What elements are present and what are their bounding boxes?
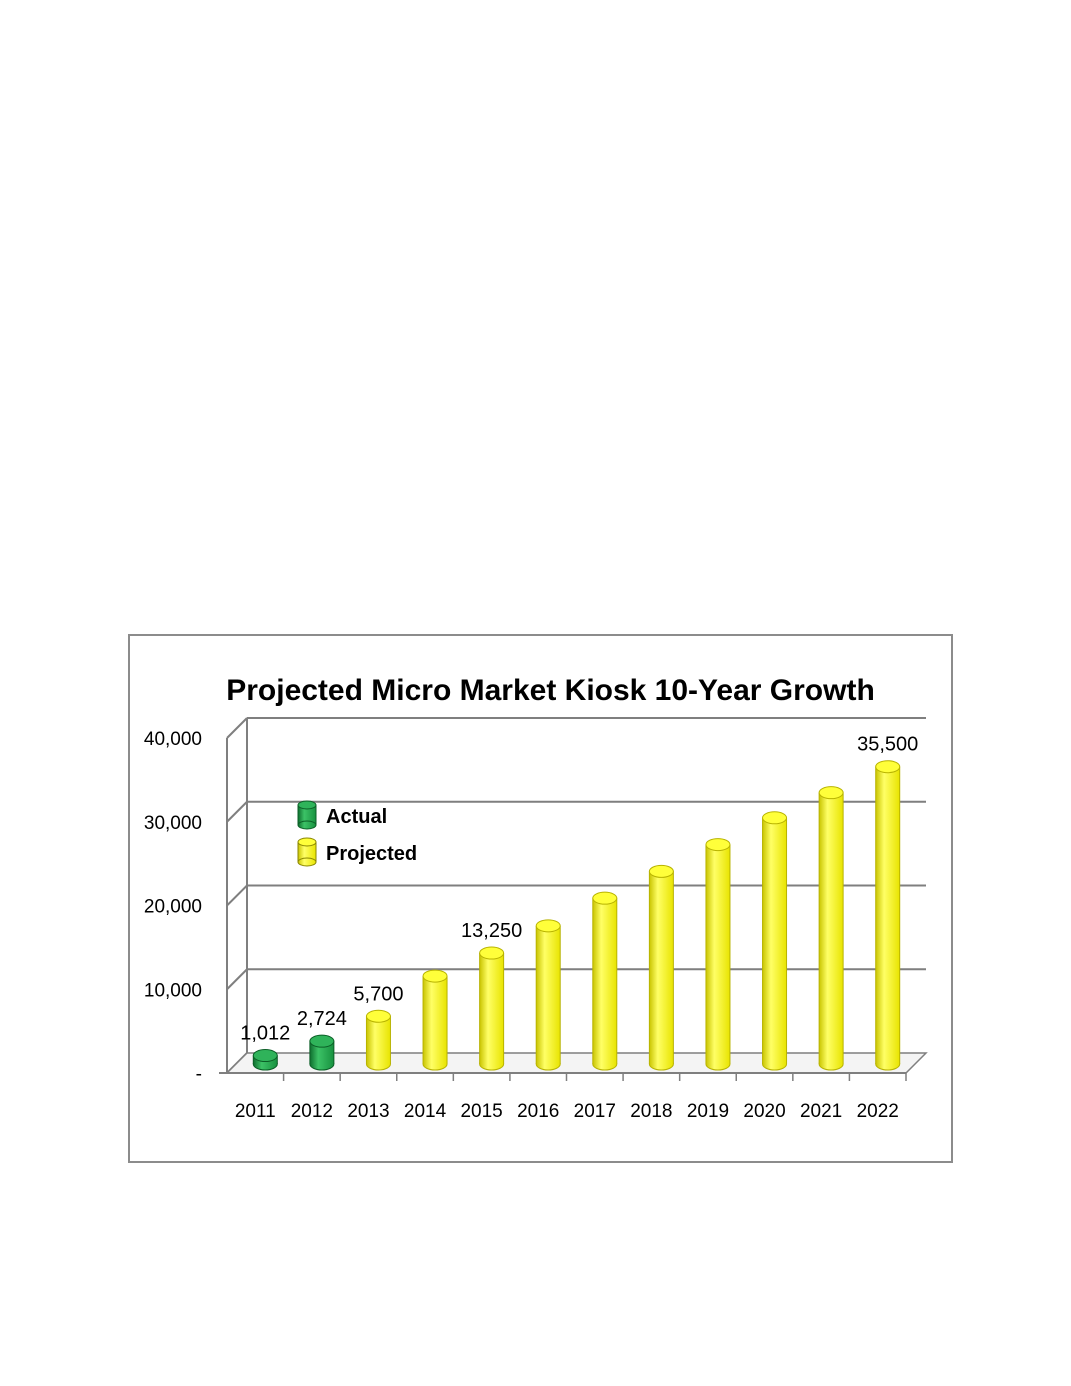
x-tick-label: 2015 bbox=[460, 1101, 502, 1122]
data-label: 5,700 bbox=[353, 983, 403, 1005]
legend-label: Actual bbox=[326, 806, 387, 828]
y-tick-label: 30,000 bbox=[144, 813, 202, 834]
bar-top bbox=[535, 919, 561, 933]
y-tick-label: - bbox=[196, 1064, 202, 1085]
bar-top bbox=[479, 946, 505, 960]
bar-body bbox=[819, 792, 844, 1064]
chart-title: Projected Micro Market Kiosk 10-Year Gro… bbox=[226, 674, 875, 707]
y-tick-label: 20,000 bbox=[144, 897, 202, 918]
x-tick-label: 2012 bbox=[291, 1101, 333, 1122]
bar-top bbox=[875, 760, 901, 774]
bar-2016 bbox=[535, 919, 561, 1071]
x-tick-label: 2022 bbox=[857, 1101, 899, 1122]
legend-swatch-base bbox=[297, 820, 317, 830]
bar-top bbox=[365, 1009, 391, 1023]
bar-top bbox=[648, 864, 674, 878]
bar-body bbox=[649, 871, 674, 1064]
bar-top bbox=[422, 969, 448, 983]
x-tick-label: 2020 bbox=[743, 1101, 785, 1122]
bar-body bbox=[479, 953, 504, 1064]
bar-chart: Projected Micro Market Kiosk 10-Year Gro… bbox=[144, 674, 928, 1122]
legend-swatch-base bbox=[297, 857, 317, 867]
data-label: 35,500 bbox=[857, 734, 918, 756]
data-label: 2,724 bbox=[297, 1008, 347, 1030]
bar-body bbox=[423, 976, 448, 1064]
bar-body bbox=[762, 817, 787, 1064]
x-tick-label: 2011 bbox=[235, 1101, 276, 1122]
x-tick-label: 2021 bbox=[800, 1101, 842, 1122]
bar-top bbox=[309, 1034, 335, 1048]
data-labels: 1,012 2,724 5,700 13,250 35,500 bbox=[240, 734, 918, 1045]
bar-2017 bbox=[592, 891, 618, 1071]
x-tick-label: 2013 bbox=[347, 1101, 389, 1122]
bar-top bbox=[705, 838, 731, 852]
bar-body bbox=[592, 898, 617, 1064]
x-tick-label: 2017 bbox=[574, 1101, 616, 1122]
chart-frame: Projected Micro Market Kiosk 10-Year Gro… bbox=[128, 634, 953, 1163]
gridlines bbox=[225, 717, 928, 1074]
y-tick-label: 10,000 bbox=[144, 980, 202, 1001]
bar-2021 bbox=[818, 786, 844, 1071]
bar-body bbox=[875, 766, 900, 1064]
legend-item-actual: Actual bbox=[297, 800, 387, 830]
legend-swatch bbox=[298, 842, 316, 862]
y-tick-label: 40,000 bbox=[144, 729, 202, 750]
x-tick-label: 2019 bbox=[687, 1101, 729, 1122]
bar-2018 bbox=[648, 864, 674, 1071]
bar-top bbox=[252, 1049, 278, 1063]
data-label: 1,012 bbox=[240, 1023, 290, 1045]
bar-2012 bbox=[309, 1034, 335, 1071]
data-label: 13,250 bbox=[461, 920, 522, 942]
legend-swatch bbox=[298, 805, 316, 825]
legend-swatch-top bbox=[297, 800, 317, 810]
legend-swatch-top bbox=[297, 837, 317, 847]
gridline-diagonal bbox=[226, 968, 248, 990]
gridline-diagonal bbox=[226, 801, 248, 823]
bar-top bbox=[592, 891, 618, 905]
bar-top bbox=[818, 786, 844, 800]
bar-2013 bbox=[365, 1009, 391, 1071]
bar-body bbox=[536, 925, 561, 1064]
legend-label: Projected bbox=[326, 843, 417, 865]
x-tick-label: 2016 bbox=[517, 1101, 559, 1122]
x-tick-label: 2018 bbox=[630, 1101, 672, 1122]
bar-2011 bbox=[252, 1049, 278, 1071]
axes: - 10,000 20,000 30,000 40,000 2011 2012 2013 201… bbox=[144, 718, 907, 1122]
bar-2014 bbox=[422, 969, 448, 1071]
legend-item-projected: Projected bbox=[297, 837, 417, 867]
gridline-diagonal bbox=[226, 717, 248, 739]
bar-2019 bbox=[705, 838, 731, 1071]
legend: Actual Projected bbox=[297, 800, 417, 867]
bar-body bbox=[705, 844, 730, 1064]
bar-top bbox=[762, 811, 788, 825]
bar-2020 bbox=[762, 811, 788, 1071]
x-tick-label: 2014 bbox=[404, 1101, 447, 1122]
bar-body bbox=[366, 1016, 391, 1064]
gridline-diagonal bbox=[226, 884, 248, 907]
bar-2022 bbox=[875, 760, 901, 1071]
bars bbox=[252, 760, 901, 1071]
bar-2015 bbox=[479, 946, 505, 1071]
